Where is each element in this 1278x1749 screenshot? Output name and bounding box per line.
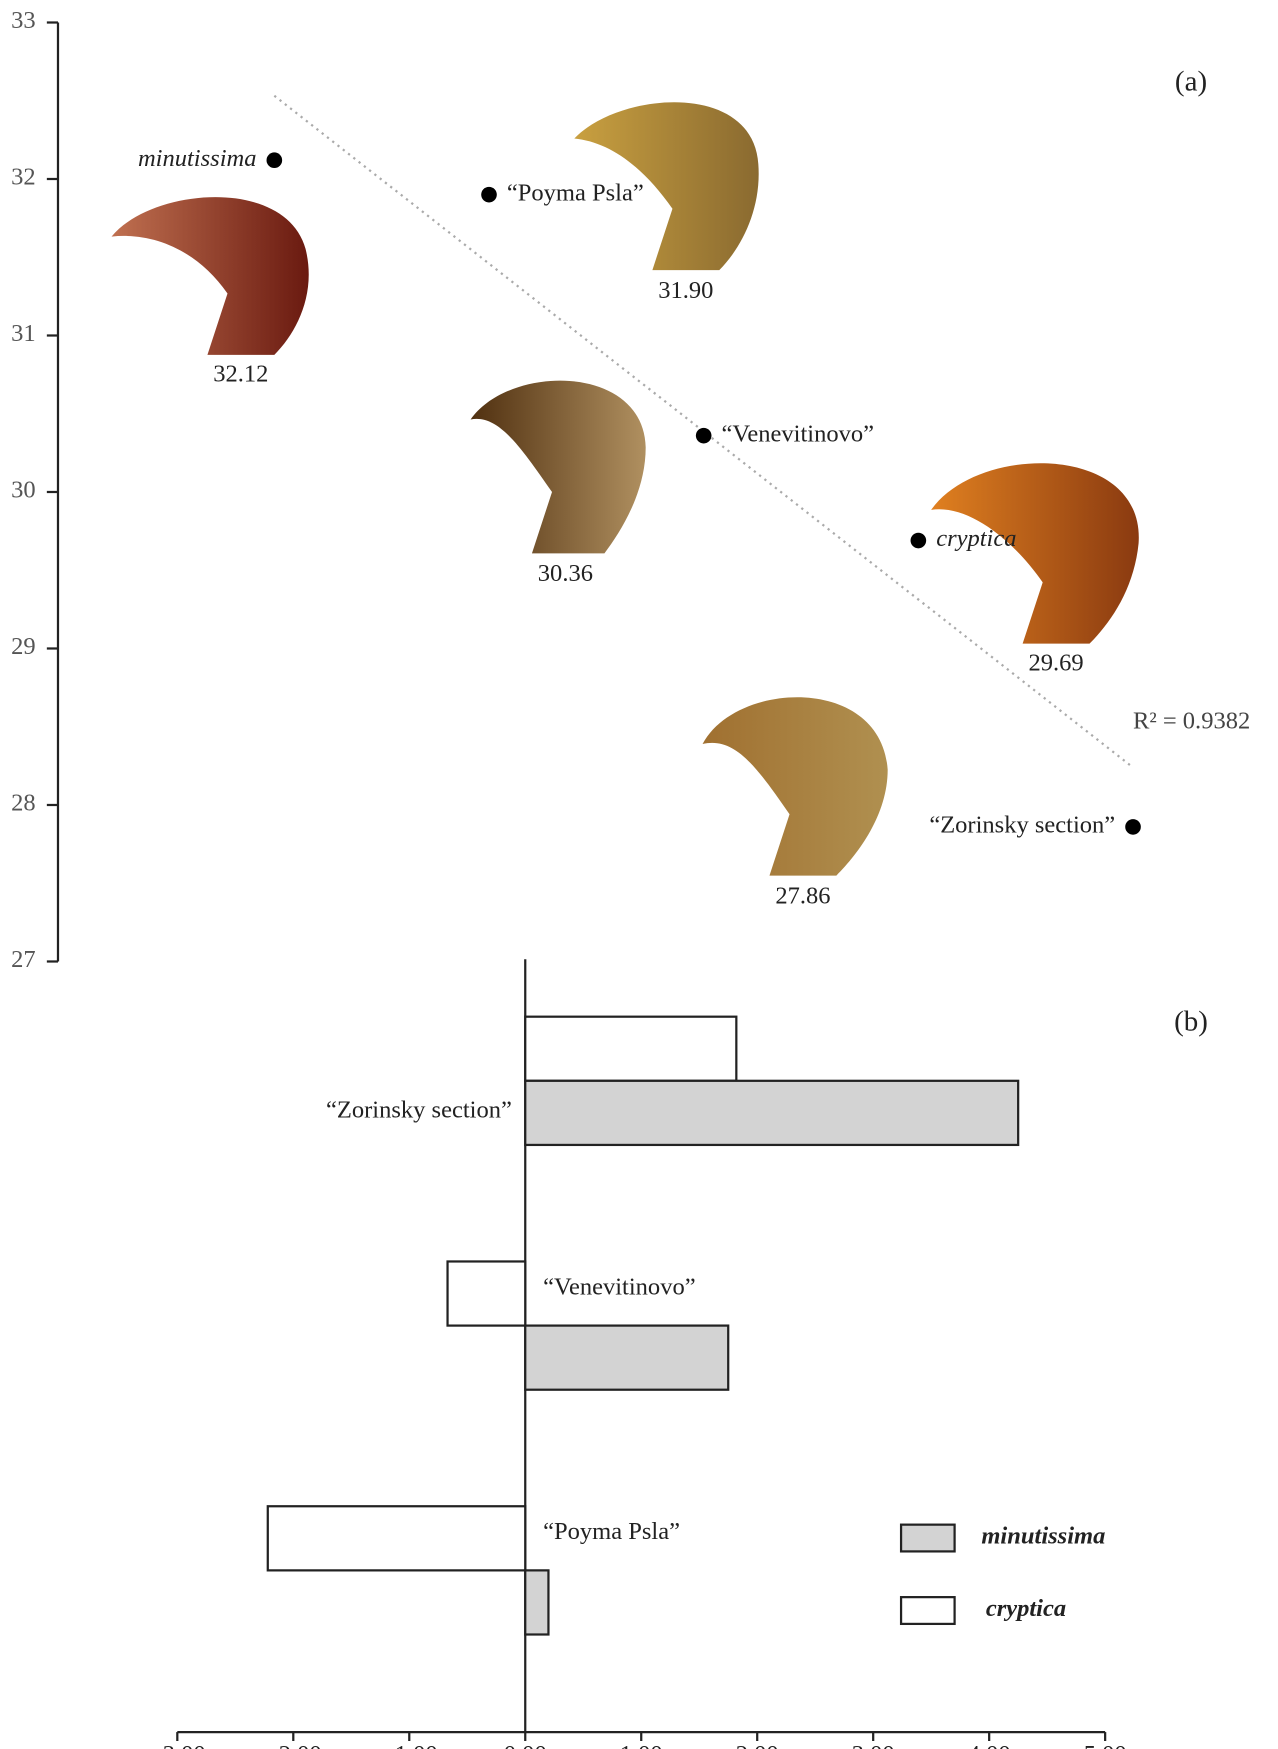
y-tick-label: 32: [11, 164, 36, 191]
x-tick-label: −3.00: [149, 1741, 206, 1749]
bar: [525, 1570, 548, 1634]
figure: (a) R² = 0.9382 (b) 27 28 29 30 31 32 33 minuti…: [0, 0, 1278, 1749]
bar: [525, 1326, 728, 1390]
value-label: 32.12: [213, 361, 268, 388]
y-tick-label: 27: [11, 946, 36, 973]
y-tick-label: 29: [11, 633, 36, 660]
x-tick-label: 0.00: [504, 1741, 547, 1749]
bar: [268, 1506, 525, 1570]
point-label: cryptica: [936, 525, 1016, 552]
point: [267, 152, 283, 168]
y-tick-label: 31: [11, 320, 36, 347]
legend-label: minutissima: [981, 1523, 1105, 1550]
x-tick-label: −1.00: [381, 1741, 438, 1749]
x-tick-label: 3.00: [852, 1741, 895, 1749]
value-label: 31.90: [658, 277, 713, 304]
value-label: 30.36: [538, 560, 593, 587]
claw-image: [931, 463, 1139, 643]
value-label: 27.86: [775, 883, 830, 910]
point-label: minutissima: [138, 145, 257, 172]
category-label: “Venevitinovo”: [543, 1273, 696, 1300]
y-tick-label: 28: [11, 790, 36, 817]
x-tick-label: 4.00: [968, 1741, 1011, 1749]
legend-label: cryptica: [986, 1595, 1066, 1622]
point: [911, 533, 927, 549]
bar: [525, 1017, 736, 1081]
y-tick-label: 30: [11, 477, 36, 504]
x-tick-label: 2.00: [736, 1741, 779, 1749]
bar: [448, 1261, 526, 1325]
x-tick-label: 5.00: [1084, 1741, 1127, 1749]
x-tick-label: 1.00: [620, 1741, 663, 1749]
y-tick-label: 33: [11, 7, 36, 34]
claw-images: [112, 102, 1139, 875]
panel-label: (a): [1175, 65, 1207, 97]
category-label: “Zorinsky section”: [326, 1097, 512, 1124]
legend-swatch: [901, 1525, 955, 1552]
point: [696, 428, 712, 444]
category-label: “Poyma Psla”: [543, 1518, 680, 1545]
x-tick-label: −2.00: [265, 1741, 322, 1749]
panel-label: (b): [1174, 1006, 1208, 1038]
point-label: “Zorinsky section”: [929, 812, 1115, 839]
point: [481, 187, 497, 203]
value-label: 29.69: [1028, 649, 1083, 676]
claw-image: [112, 197, 309, 355]
claw-image: [703, 697, 888, 875]
bar: [525, 1081, 1018, 1145]
r-squared: R² = 0.9382: [1133, 707, 1250, 734]
point-label: “Poyma Psla”: [507, 179, 644, 206]
point-label: “Venevitinovo”: [722, 420, 875, 447]
legend-swatch: [901, 1597, 955, 1624]
point: [1125, 819, 1141, 835]
claw-image: [471, 381, 646, 554]
